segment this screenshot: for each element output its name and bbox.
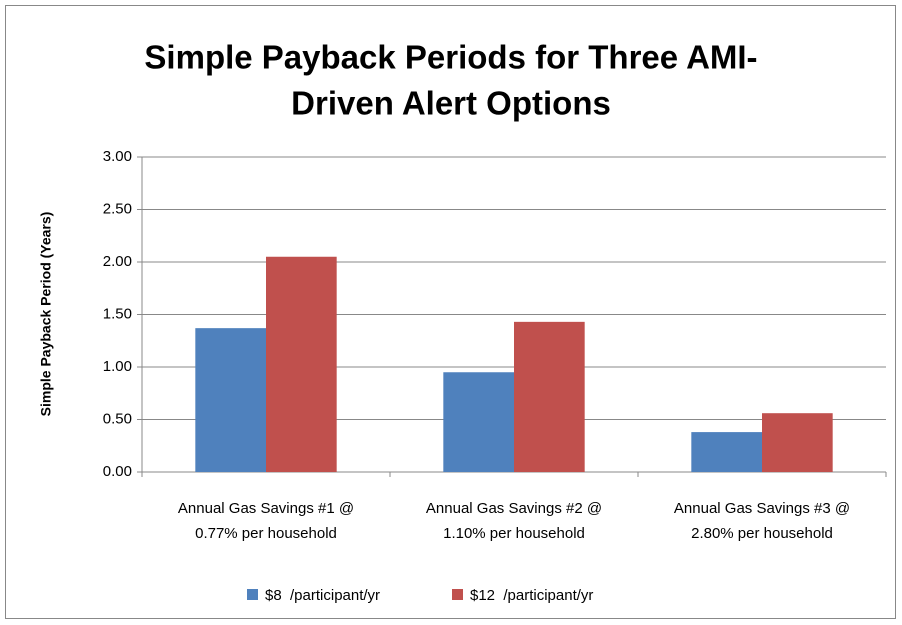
- y-tick-label: 0.00: [103, 463, 132, 480]
- y-axis-label: Simple Payback Period (Years): [38, 212, 54, 417]
- legend-label: $12 /participant/yr: [470, 587, 593, 604]
- bar: [443, 372, 514, 472]
- bar: [691, 432, 762, 472]
- bar: [266, 256, 337, 472]
- x-tick-label: 0.77% per household: [195, 525, 337, 542]
- chart-frame: [5, 5, 896, 619]
- x-tick-label: Annual Gas Savings #2 @: [426, 500, 602, 517]
- bar: [514, 321, 585, 472]
- legend-swatch: [452, 589, 463, 600]
- x-tick-label: 2.80% per household: [691, 525, 833, 542]
- legend-label: $8 /participant/yr: [265, 587, 380, 604]
- y-tick-label: 3.00: [103, 148, 132, 165]
- chart-title: Simple Payback Periods for Three AMI-: [144, 39, 757, 76]
- y-tick-label: 2.00: [103, 253, 132, 270]
- legend-swatch: [247, 589, 258, 600]
- bar: [762, 413, 833, 472]
- y-tick-label: 1.00: [103, 358, 132, 375]
- x-tick-label: Annual Gas Savings #1 @: [178, 500, 354, 517]
- chart-title: Driven Alert Options: [291, 85, 611, 122]
- y-tick-label: 0.50: [103, 410, 132, 427]
- bar: [195, 328, 266, 472]
- x-tick-label: Annual Gas Savings #3 @: [674, 500, 850, 517]
- y-tick-label: 1.50: [103, 305, 132, 322]
- x-tick-label: 1.10% per household: [443, 525, 585, 542]
- y-tick-label: 2.50: [103, 200, 132, 217]
